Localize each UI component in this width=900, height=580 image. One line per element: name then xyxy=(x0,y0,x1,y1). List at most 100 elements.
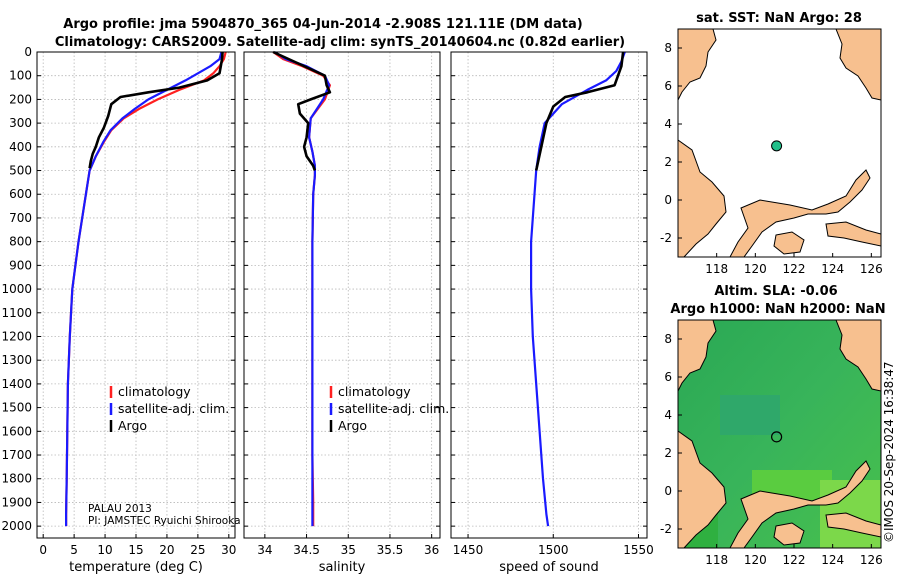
legend-climatology-label: climatology xyxy=(338,384,411,399)
map-lat-tick-label: 6 xyxy=(664,79,672,93)
plot-area xyxy=(244,52,440,538)
map-lon-tick-label: 118 xyxy=(705,262,728,276)
x-tick-label: 10 xyxy=(97,543,112,557)
map-lat-tick-label: 8 xyxy=(664,41,672,55)
sla-land-philippines-west xyxy=(678,320,717,392)
sla-land-sulawesi-east xyxy=(773,522,805,546)
map-lat-tick-label: 6 xyxy=(664,370,672,384)
sla-map-title-1: Altim. SLA: -0.06 xyxy=(714,284,837,299)
sla-patch xyxy=(720,395,780,435)
x-tick-label: 20 xyxy=(159,543,174,557)
sst-land-islands xyxy=(825,221,881,247)
series-line-satellite-adj-clim- xyxy=(64,51,223,527)
x-tick-label: 35 xyxy=(341,543,356,557)
plot-area xyxy=(451,52,647,538)
map-lat-tick-label: 0 xyxy=(664,484,672,498)
sst-map-title: sat. SST: NaN Argo: 28 xyxy=(696,11,862,26)
plot-frame xyxy=(36,51,236,539)
legend-satellite-label: satellite-adj. clim. xyxy=(118,401,229,416)
depth-tick-label: 2000 xyxy=(1,519,32,533)
map-lon-tick-label: 126 xyxy=(860,553,883,567)
series-line-argo xyxy=(534,51,625,171)
series-line-satellite-adj-clim- xyxy=(529,51,626,527)
depth-tick-label: 500 xyxy=(9,164,32,178)
depth-tick-label: 200 xyxy=(9,92,32,106)
title-line-2: Climatology: CARS2009. Satellite-adj cli… xyxy=(55,35,625,50)
salinity-legend: climatology satellite-adj. clim. Argo xyxy=(329,384,449,433)
depth-tick-label: 1700 xyxy=(1,448,32,462)
map-lat-tick-label: 2 xyxy=(664,155,672,169)
map-lon-tick-label: 120 xyxy=(744,262,767,276)
sst-land-mindanao xyxy=(835,29,881,101)
depth-tick-label: 0 xyxy=(24,45,32,59)
legend-argo-label: Argo xyxy=(338,418,367,433)
timestamp: ©IMOS 20-Sep-2024 16:38:47 xyxy=(882,361,896,543)
x-tick-label: 36 xyxy=(424,543,439,557)
depth-tick-label: 1100 xyxy=(1,306,32,320)
map-lon-tick-label: 122 xyxy=(783,553,806,567)
depth-tick-label: 1200 xyxy=(1,329,32,343)
sst-map: 118 120 122 124 126 -2 0 2 4 6 8 xyxy=(660,28,883,276)
x-tick-label: 1450 xyxy=(453,543,484,557)
depth-tick-label: 800 xyxy=(9,235,32,249)
x-axis-label: salinity xyxy=(319,560,366,575)
map-lat-tick-label: -2 xyxy=(660,231,672,245)
map-lon-tick-label: 120 xyxy=(744,553,767,567)
sst-land-sulawesi-east xyxy=(773,231,805,255)
plot-frame xyxy=(243,51,441,539)
x-tick-label: 1500 xyxy=(538,543,569,557)
series-line-argo xyxy=(272,50,332,171)
map-lat-tick-label: 0 xyxy=(664,193,672,207)
map-lat-tick-label: 4 xyxy=(664,408,672,422)
annotation-line-2: PI: JAMSTEC Ryuichi Shirooka xyxy=(88,515,241,527)
salinity-panel: 34 34.5 35 35.5 36 salinity xyxy=(243,50,441,575)
series-line-argo xyxy=(88,51,224,169)
map-lon-tick-label: 126 xyxy=(860,262,883,276)
depth-tick-label: 600 xyxy=(9,187,32,201)
x-tick-label: 30 xyxy=(221,543,236,557)
sst-land-sulawesi-north xyxy=(729,169,871,257)
x-tick-label: 25 xyxy=(190,543,205,557)
sla-land-islands xyxy=(825,512,881,538)
map-lat-tick-label: 4 xyxy=(664,117,672,131)
depth-tick-label: 100 xyxy=(9,69,32,83)
depth-tick-label: 1300 xyxy=(1,353,32,367)
depth-tick-label: 1800 xyxy=(1,472,32,486)
depth-tick-label: 1000 xyxy=(1,282,32,296)
depth-tick-label: 900 xyxy=(9,258,32,272)
sla-land-mindanao xyxy=(835,320,881,392)
depth-tick-label: 1400 xyxy=(1,377,32,391)
sst-map-frame xyxy=(677,28,882,258)
sla-map-frame xyxy=(677,319,882,549)
plot-frame xyxy=(450,51,648,539)
x-tick-label: 15 xyxy=(128,543,143,557)
temperature-panel: 0100200300400500600700800900100011001200… xyxy=(1,45,236,575)
map-lat-tick-label: 8 xyxy=(664,332,672,346)
map-lon-tick-label: 124 xyxy=(821,553,844,567)
sst-land-philippines-west xyxy=(678,29,717,101)
depth-tick-label: 1900 xyxy=(1,495,32,509)
depth-tick-label: 1600 xyxy=(1,424,32,438)
x-axis-label: temperature (deg C) xyxy=(69,560,203,575)
sst-land-borneo xyxy=(678,139,727,257)
legend-satellite-label: satellite-adj. clim. xyxy=(338,401,449,416)
x-tick-label: 35.5 xyxy=(377,543,404,557)
depth-tick-label: 300 xyxy=(9,116,32,130)
sla-map-title-2: Argo h1000: NaN h2000: NaN xyxy=(670,302,885,317)
sla-argo-marker xyxy=(770,431,783,443)
x-tick-label: 1550 xyxy=(623,543,654,557)
sound-speed-panel: 1450 1500 1550 speed of sound xyxy=(450,51,654,575)
annotation-line-1: PALAU 2013 xyxy=(88,503,152,515)
sst-argo-marker xyxy=(771,140,783,152)
map-lat-tick-label: 2 xyxy=(664,446,672,460)
sla-land-borneo xyxy=(678,430,727,548)
depth-tick-label: 400 xyxy=(9,140,32,154)
x-tick-label: 34.5 xyxy=(293,543,320,557)
legend-climatology-label: climatology xyxy=(118,384,191,399)
sla-land-sulawesi-north xyxy=(729,460,871,548)
legend-argo-label: Argo xyxy=(118,418,147,433)
map-lon-tick-label: 118 xyxy=(705,553,728,567)
map-lon-tick-label: 124 xyxy=(821,262,844,276)
map-lat-tick-label: -2 xyxy=(660,522,672,536)
